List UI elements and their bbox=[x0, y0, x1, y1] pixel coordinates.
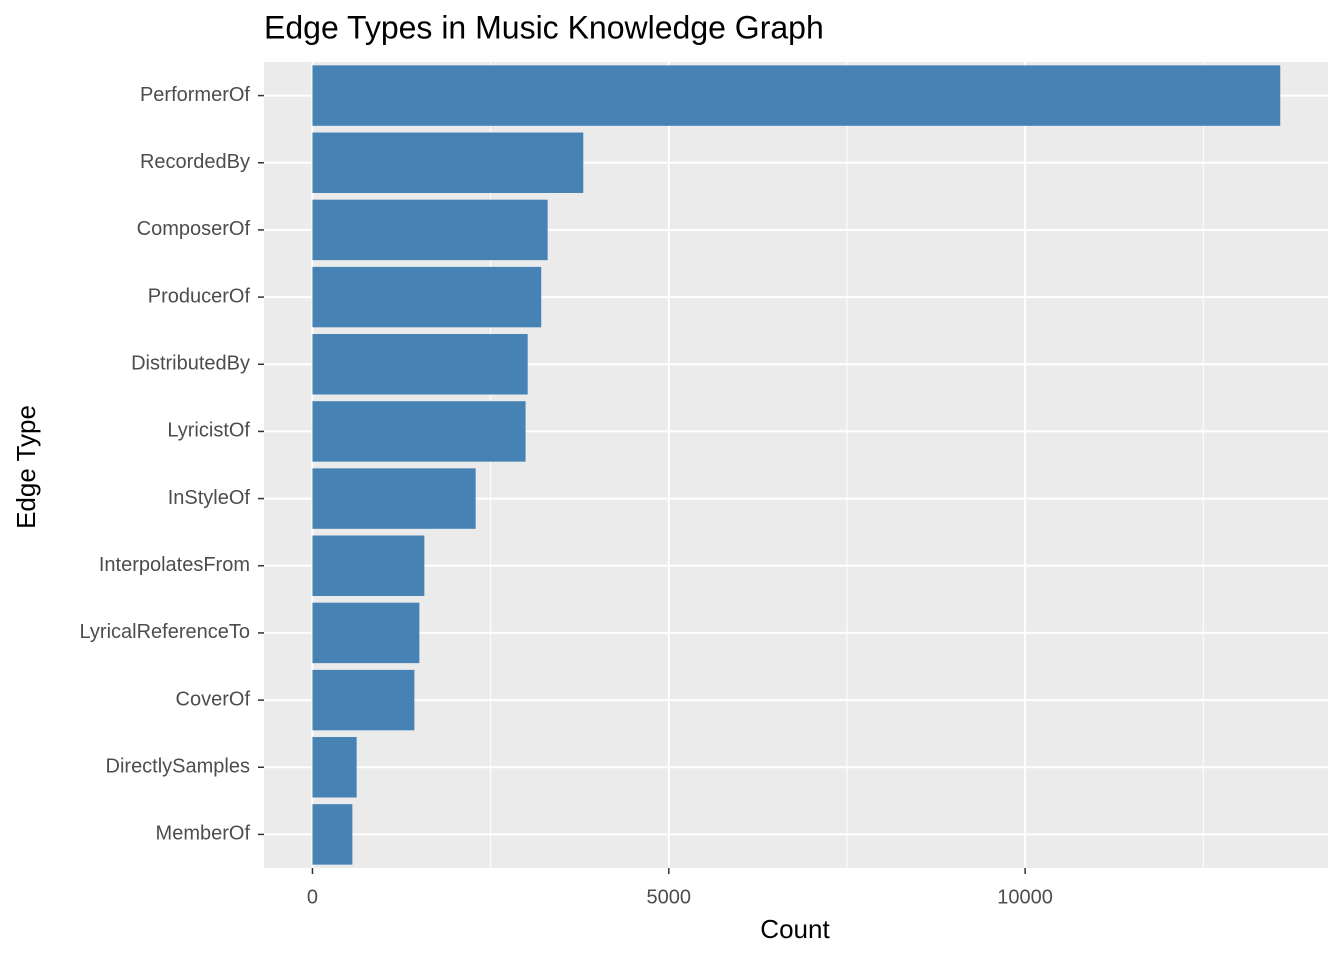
y-tick-label: ComposerOf bbox=[137, 218, 251, 240]
y-tick-label: MemberOf bbox=[156, 823, 251, 845]
y-axis-title: Edge Type bbox=[11, 405, 41, 529]
x-tick-label: 10000 bbox=[997, 886, 1053, 908]
bar bbox=[312, 468, 476, 529]
y-tick-label: ProducerOf bbox=[148, 285, 251, 307]
bar bbox=[312, 602, 420, 664]
bar bbox=[312, 266, 542, 328]
x-tick-label: 0 bbox=[307, 886, 318, 908]
x-axis-title: Count bbox=[760, 914, 830, 944]
y-tick-label: RecordedBy bbox=[140, 151, 250, 173]
bar bbox=[312, 199, 548, 261]
bar bbox=[312, 737, 357, 798]
bar bbox=[312, 132, 584, 193]
bar bbox=[312, 804, 353, 865]
bar bbox=[312, 401, 526, 462]
x-tick-label: 5000 bbox=[647, 886, 692, 908]
bar bbox=[312, 535, 425, 596]
panel-background bbox=[264, 62, 1328, 868]
bar bbox=[312, 65, 1281, 126]
y-tick-label: PerformerOf bbox=[140, 84, 250, 106]
y-tick-label: CoverOf bbox=[176, 688, 251, 710]
y-tick-label: InterpolatesFrom bbox=[99, 554, 250, 576]
y-tick-label: DistributedBy bbox=[131, 353, 250, 375]
bar bbox=[312, 669, 415, 731]
bar bbox=[312, 334, 528, 395]
y-tick-label: LyricistOf bbox=[167, 420, 250, 442]
y-tick-label: InStyleOf bbox=[168, 487, 251, 509]
chart-title: Edge Types in Music Knowledge Graph bbox=[264, 9, 824, 45]
y-tick-label: DirectlySamples bbox=[106, 756, 250, 778]
y-tick-label: LyricalReferenceTo bbox=[80, 621, 250, 643]
